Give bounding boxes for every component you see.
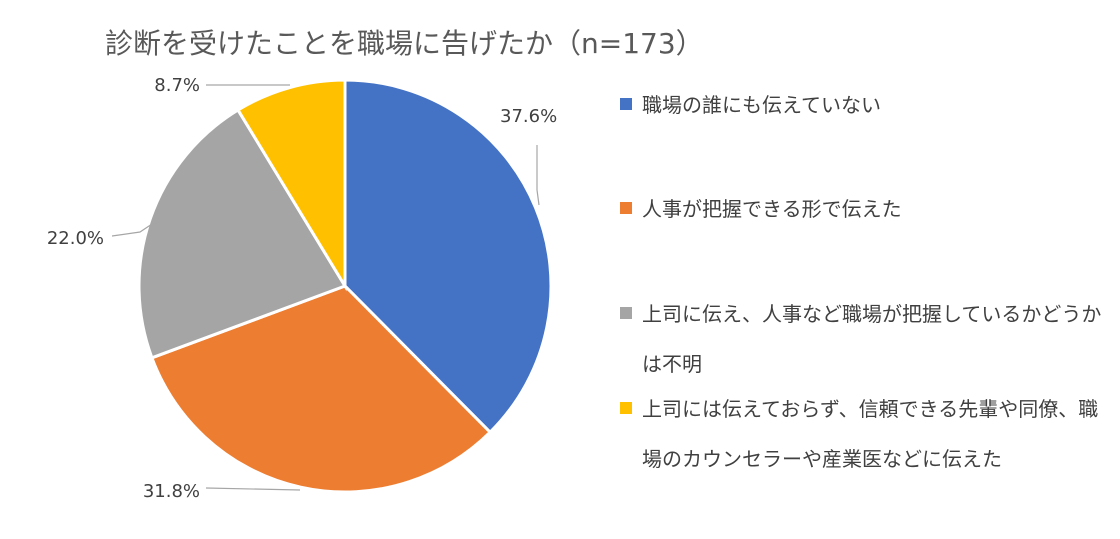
pie-slice [137, 107, 348, 360]
leader-line [205, 487, 301, 491]
legend-item: 人事が把握できる形で伝えた [620, 184, 1120, 234]
legend-swatch [620, 307, 632, 319]
data-label: 31.8% [143, 481, 200, 502]
leader-line [111, 223, 153, 237]
pie-slice [235, 78, 347, 292]
data-label: 8.7% [154, 75, 200, 96]
legend-swatch [620, 402, 632, 414]
data-labels: 37.6% 31.8% 22.0% 8.7% [47, 75, 557, 502]
legend-swatch [620, 98, 632, 110]
legend-label: 上司には伝えておらず、信頼できる先輩や同僚、職場のカウンセラーや産業医などに伝え… [642, 397, 1099, 471]
legend-item: 上司に伝え、人事など職場が把握しているかどうかは不明 [620, 289, 1102, 389]
pie-slice [343, 78, 553, 435]
data-label: 37.6% [500, 106, 557, 127]
leader-line [536, 145, 540, 206]
data-label: 22.0% [47, 228, 104, 249]
legend-swatch [620, 202, 632, 214]
legend-label: 職場の誰にも伝えていない [642, 93, 881, 117]
legend-item: 職場の誰にも伝えていない [620, 80, 1120, 130]
pie-slices [137, 78, 553, 494]
legend-label: 上司に伝え、人事など職場が把握しているかどうかは不明 [642, 302, 1102, 376]
chart-title: 診断を受けたことを職場に告げたか（n=173） [105, 27, 704, 60]
pie-slice [150, 284, 493, 494]
legend-item: 上司には伝えておらず、信頼できる先輩や同僚、職場のカウンセラーや産業医などに伝え… [620, 384, 1102, 484]
leader-lines [111, 84, 540, 491]
legend-label: 人事が把握できる形で伝えた [642, 197, 902, 221]
